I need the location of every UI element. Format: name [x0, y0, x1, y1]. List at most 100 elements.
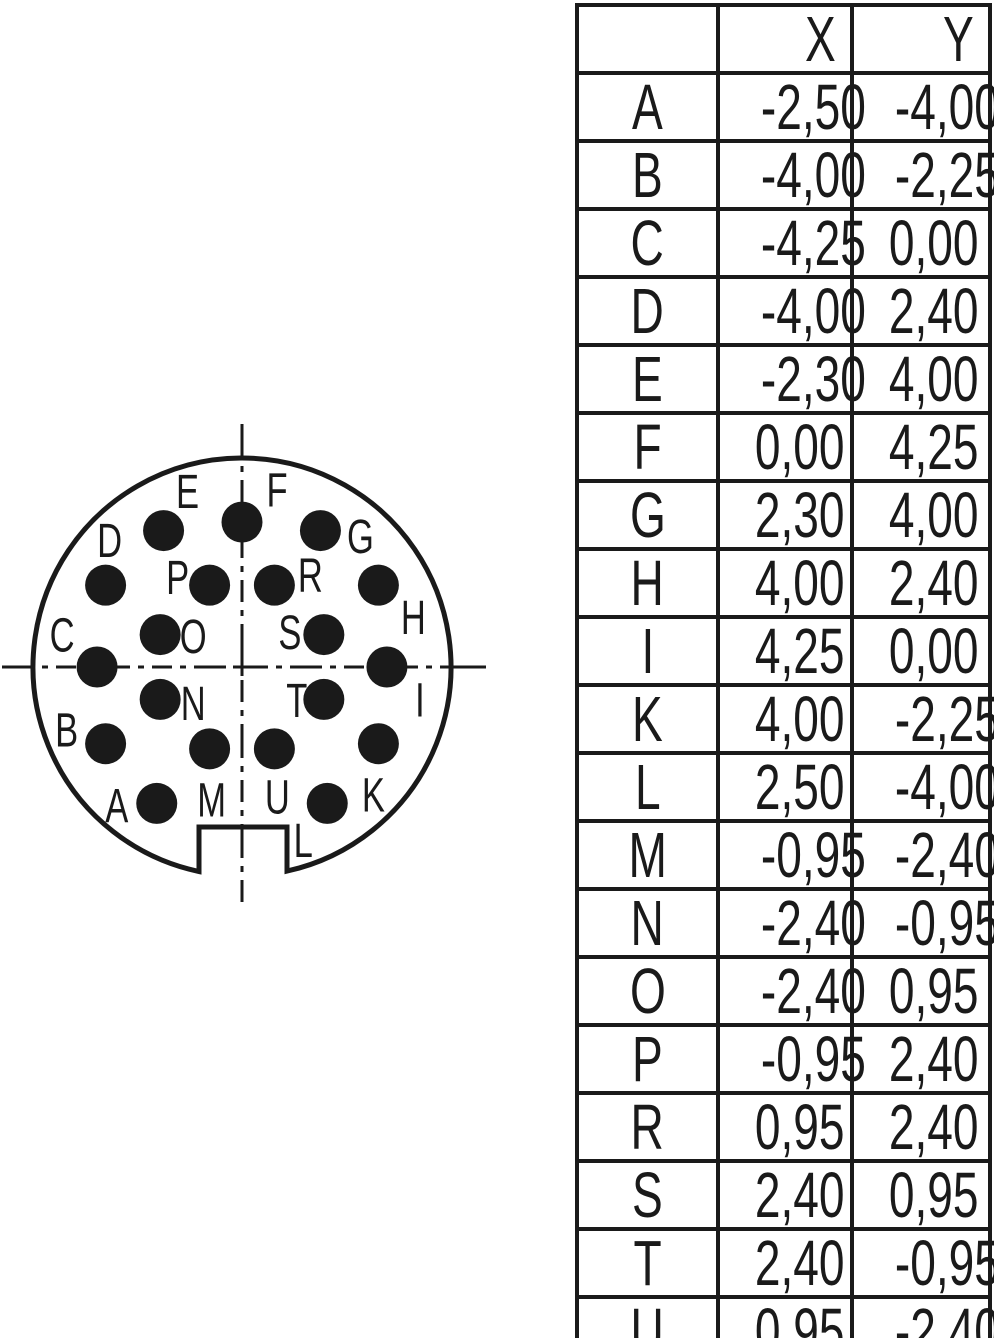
pin-A — [136, 782, 178, 824]
pin-label-H: H — [401, 590, 426, 644]
y-cell: 4,00 — [850, 343, 992, 415]
pin-cell: N — [575, 887, 720, 959]
y-cell: 0,95 — [850, 955, 992, 1027]
pin-cell: P — [575, 1023, 720, 1095]
y-cell: -0,95 — [850, 1227, 994, 1299]
pin-cell: T — [575, 1227, 720, 1299]
pin-I — [366, 646, 408, 688]
y-cell: -4,00 — [850, 751, 994, 823]
x-cell: 0,00 — [716, 411, 854, 483]
pin-N — [139, 678, 181, 720]
pin-F — [221, 501, 263, 543]
pin-E — [143, 510, 185, 552]
x-cell: 4,00 — [716, 547, 854, 619]
y-cell: 4,00 — [850, 479, 992, 551]
pin-cell: C — [575, 207, 720, 279]
pin-label-R: R — [298, 548, 323, 602]
pin-cell: G — [575, 479, 720, 551]
pin-label-G: G — [347, 510, 374, 564]
y-cell: 2,40 — [850, 1023, 992, 1095]
pin-L — [306, 782, 348, 824]
pin-label-E: E — [176, 465, 199, 519]
x-cell: -4,25 — [716, 207, 866, 279]
pin-label-B: B — [55, 703, 78, 757]
pin-label-U: U — [265, 770, 290, 824]
table-row: R 0,95 2,40 — [575, 1091, 992, 1163]
table-row: P -0,95 2,40 — [575, 1023, 992, 1095]
pin-cell: S — [575, 1159, 720, 1231]
pin-label-M: M — [197, 773, 226, 827]
table-row: S 2,40 0,95 — [575, 1159, 992, 1231]
x-cell: 2,30 — [716, 479, 854, 551]
table-row: G 2,30 4,00 — [575, 479, 992, 551]
y-cell: -4,00 — [850, 71, 994, 143]
pin-cell: E — [575, 343, 720, 415]
pin-cell: U — [575, 1295, 720, 1338]
x-cell: 4,25 — [716, 615, 854, 687]
pin-cell: K — [575, 683, 720, 755]
pin-P — [189, 564, 231, 606]
y-cell: 2,40 — [850, 275, 992, 347]
x-cell: 2,40 — [716, 1159, 854, 1231]
pin-label-S: S — [278, 606, 301, 660]
table-row: B -4,00 -2,25 — [575, 139, 994, 211]
pin-label-F: F — [266, 463, 287, 517]
pin-H — [357, 564, 399, 606]
table-row: M -0,95 -2,40 — [575, 819, 994, 891]
pin-label-K: K — [362, 768, 385, 822]
pin-S — [303, 614, 345, 656]
table-row: A -2,50 -4,00 — [575, 71, 994, 143]
y-cell: -2,40 — [850, 1295, 994, 1338]
table-row: E -2,30 4,00 — [575, 343, 992, 415]
table-row: F 0,00 4,25 — [575, 411, 992, 483]
pin-O — [139, 614, 181, 656]
pin-label-D: D — [97, 513, 122, 567]
pin-cell: L — [575, 751, 720, 823]
pin-label-A: A — [105, 778, 128, 832]
pin-coordinate-table: X Y A -2,50 -4,00 B -4,00 -2,25 C -4,25 … — [575, 3, 994, 1338]
pin-cell: M — [575, 819, 720, 891]
x-header-label: X — [805, 3, 836, 75]
pin-B — [85, 723, 127, 765]
pin-cell: H — [575, 547, 720, 619]
pin-U — [253, 728, 295, 770]
y-cell: 4,25 — [850, 411, 992, 483]
pin-D — [85, 564, 127, 606]
x-cell: -2,50 — [716, 71, 866, 143]
y-cell: 0,00 — [850, 207, 992, 279]
table-header-row: X Y — [575, 3, 992, 75]
pin-cell: R — [575, 1091, 720, 1163]
pin-cell: F — [575, 411, 720, 483]
table-row: C -4,25 0,00 — [575, 207, 992, 279]
pin-label-C: C — [50, 608, 75, 662]
y-cell: -2,25 — [850, 683, 994, 755]
y-cell: 0,00 — [850, 615, 992, 687]
x-cell: -4,00 — [716, 139, 866, 211]
pin-T — [303, 678, 345, 720]
y-cell: -2,40 — [850, 819, 994, 891]
y-cell: -0,95 — [850, 887, 994, 959]
pin-C — [76, 646, 118, 688]
pin-label-L: L — [294, 813, 313, 867]
table-row: L 2,50 -4,00 — [575, 751, 994, 823]
y-header-label: Y — [943, 3, 974, 75]
x-cell: 0,95 — [716, 1295, 854, 1338]
x-cell: 4,00 — [716, 683, 854, 755]
x-cell: -0,95 — [716, 819, 866, 891]
x-cell: 0,95 — [716, 1091, 854, 1163]
pin-label-T: T — [286, 673, 307, 727]
pin-cell: D — [575, 275, 720, 347]
pin-label-P: P — [166, 550, 189, 604]
pin-cell: O — [575, 955, 720, 1027]
x-cell: -0,95 — [716, 1023, 866, 1095]
x-cell: -2,40 — [716, 955, 866, 1027]
x-cell: -2,40 — [716, 887, 866, 959]
pin-cell: A — [575, 71, 720, 143]
corner-cell — [575, 3, 720, 75]
x-cell: 2,40 — [716, 1227, 854, 1299]
table-row: H 4,00 2,40 — [575, 547, 992, 619]
y-cell: 2,40 — [850, 547, 992, 619]
pin-label-N: N — [181, 676, 206, 730]
